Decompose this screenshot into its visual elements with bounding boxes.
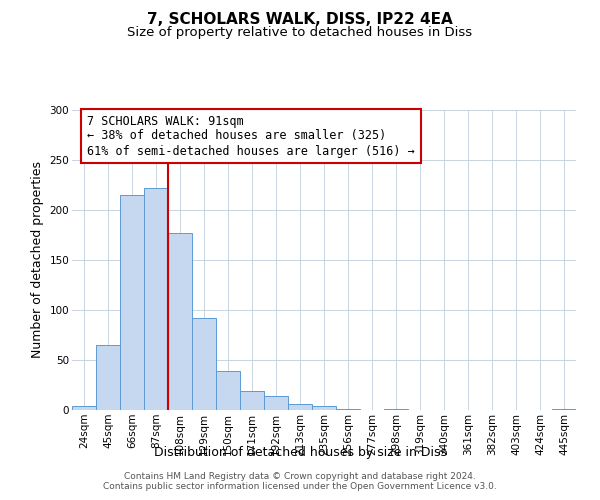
Text: 7, SCHOLARS WALK, DISS, IP22 4EA: 7, SCHOLARS WALK, DISS, IP22 4EA — [147, 12, 453, 28]
Bar — [264, 396, 288, 410]
Bar — [192, 318, 216, 410]
Text: 7 SCHOLARS WALK: 91sqm
← 38% of detached houses are smaller (325)
61% of semi-de: 7 SCHOLARS WALK: 91sqm ← 38% of detached… — [87, 114, 415, 158]
Text: Contains HM Land Registry data © Crown copyright and database right 2024.: Contains HM Land Registry data © Crown c… — [124, 472, 476, 481]
Bar — [144, 188, 168, 410]
Bar — [96, 345, 120, 410]
Bar — [288, 404, 312, 410]
Bar — [72, 406, 96, 410]
Y-axis label: Number of detached properties: Number of detached properties — [31, 162, 44, 358]
Bar — [336, 409, 360, 410]
Bar — [312, 406, 336, 410]
Bar — [216, 371, 240, 410]
Text: Contains public sector information licensed under the Open Government Licence v3: Contains public sector information licen… — [103, 482, 497, 491]
Bar — [384, 409, 408, 410]
Bar — [240, 391, 264, 410]
Text: Size of property relative to detached houses in Diss: Size of property relative to detached ho… — [127, 26, 473, 39]
Text: Distribution of detached houses by size in Diss: Distribution of detached houses by size … — [154, 446, 446, 459]
Bar — [120, 195, 144, 410]
Bar — [552, 409, 576, 410]
Bar — [168, 233, 192, 410]
